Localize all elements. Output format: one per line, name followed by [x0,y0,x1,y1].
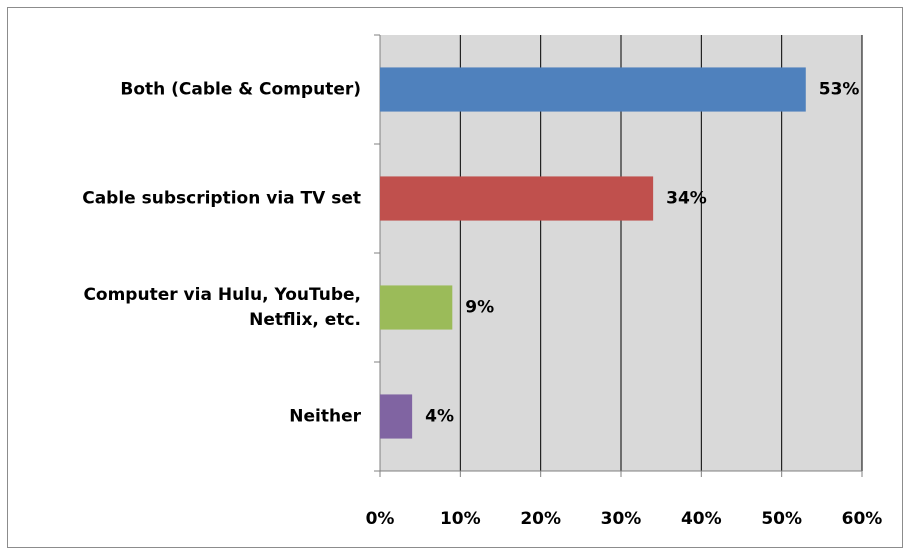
x-tick-label: 40% [681,509,722,529]
data-label: 9% [465,298,494,318]
data-label: 34% [666,189,707,209]
x-tick-label: 50% [761,509,802,529]
x-tick-label: 10% [440,509,481,529]
x-tick-label: 30% [601,509,642,529]
bar [380,176,654,221]
category-label: Neither [289,407,361,427]
data-label: 53% [819,80,860,100]
bar [380,67,806,112]
data-label: 4% [425,407,454,427]
x-tick-label: 0% [366,509,395,529]
category-label: Both (Cable & Computer) [120,80,361,100]
labels: 53% Both (Cable & Computer) 34% Cable subsc… [82,80,882,530]
category-label: Cable subscription via TV set [82,189,361,209]
x-tick-label: 20% [520,509,561,529]
bars [380,67,806,439]
category-label: Computer via Hulu, YouTube, Netflix, etc. [83,285,361,330]
bar [380,285,453,330]
x-tick-label: 60% [842,509,883,529]
bar [380,394,413,439]
